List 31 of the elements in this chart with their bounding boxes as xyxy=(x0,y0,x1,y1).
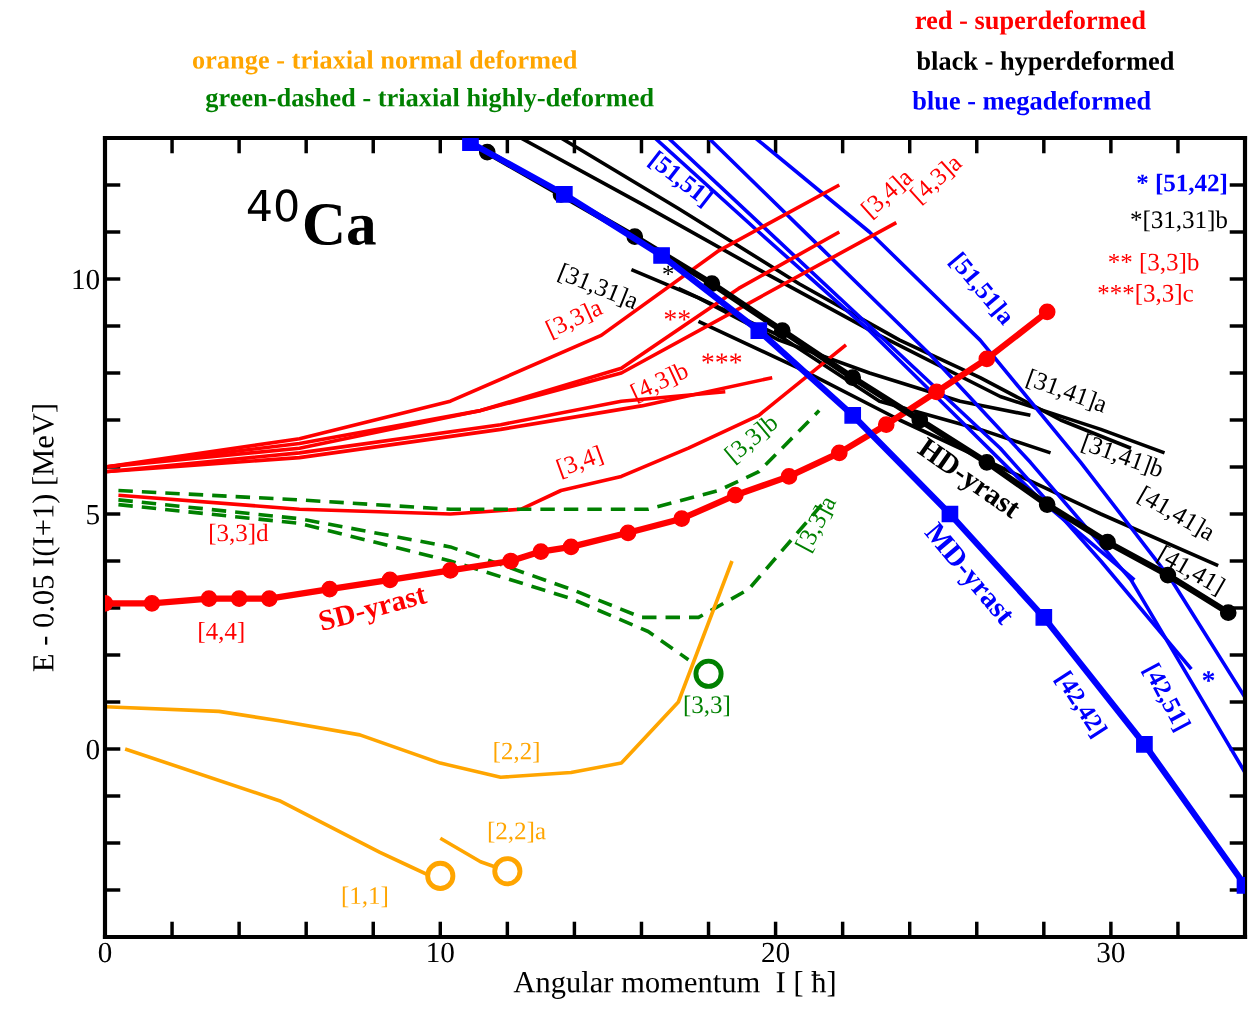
annotation: [3,3] xyxy=(684,695,730,717)
text: orange - triaxial normal deformed xyxy=(192,50,578,75)
y-axis-title: E - 0.05 I(I+1) [MeV] xyxy=(32,405,60,672)
text: blue - megadeformed xyxy=(912,90,1151,116)
text: green-dashed - triaxial highly-deformed xyxy=(205,87,654,113)
y-tick-label: 10 xyxy=(73,269,100,290)
annotation: [4,4] xyxy=(199,622,244,644)
annotation: ** xyxy=(664,310,690,321)
annotation: [2,2] xyxy=(494,741,539,764)
annotation: [4,3]b xyxy=(629,360,691,405)
annotation: * xyxy=(1202,671,1215,682)
annotation: * [51,42] xyxy=(1137,173,1227,196)
x-tick-label: 10 xyxy=(428,942,454,963)
x-tick-label: 20 xyxy=(762,942,790,963)
annotation: SD-yrast xyxy=(317,584,430,637)
y-tick-label: 5 xyxy=(87,505,99,525)
y-tick-label: 0 xyxy=(86,739,100,760)
annotation: *** xyxy=(702,353,742,364)
x-tick-label: 30 xyxy=(1097,942,1125,963)
annotation: * xyxy=(663,265,674,276)
annotation: [1,1] xyxy=(342,886,388,908)
annotation: [2,2]a xyxy=(488,821,546,843)
annotation: [3,3]d xyxy=(210,523,269,545)
annotation: ** [3,3]b xyxy=(1108,252,1199,275)
annotation: ***[3,3]c xyxy=(1098,284,1193,306)
text: $^{40}$Ca xyxy=(247,189,376,246)
annotation: *[31,31]b xyxy=(1131,210,1227,232)
text: red - superdeformed xyxy=(915,10,1146,35)
text: black - hyperdeformed xyxy=(916,51,1175,76)
x-axis-title: Angular momentum I [ ħ] xyxy=(513,971,835,999)
annotation: [3,4] xyxy=(555,444,605,481)
